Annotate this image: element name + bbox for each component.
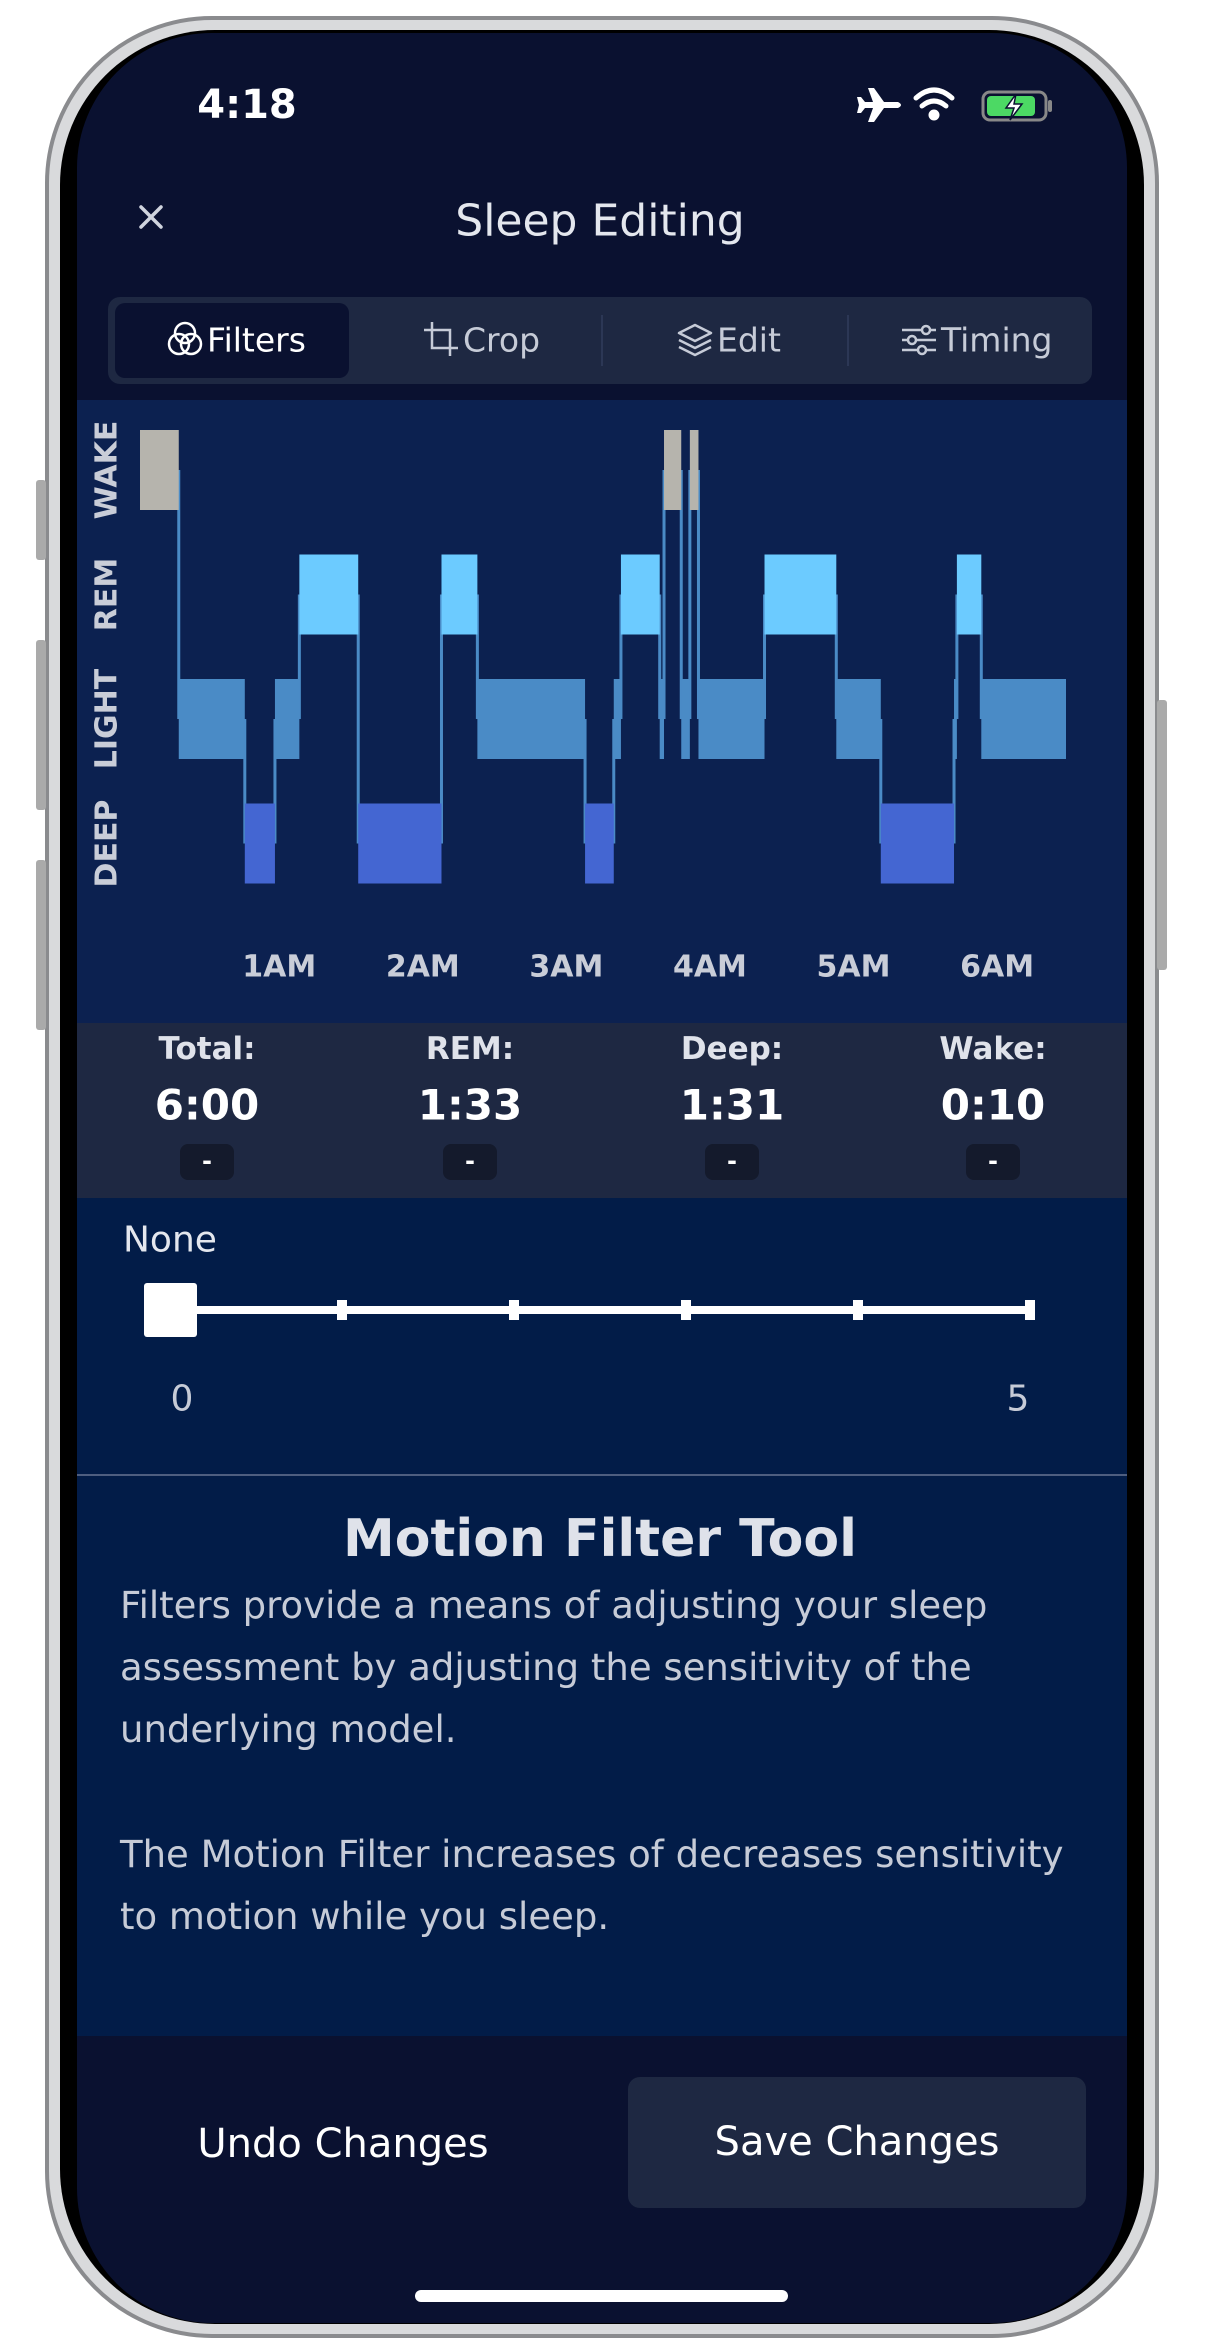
tab[interactable]: Filters	[207, 320, 306, 360]
stage-segment	[956, 554, 982, 635]
battery-icon	[981, 90, 1048, 122]
home-indicator	[415, 2290, 788, 2302]
stat-button[interactable]: -	[727, 1147, 737, 1175]
stat-button[interactable]: -	[465, 1147, 475, 1175]
slider-tick	[1025, 1300, 1035, 1320]
stage-segment	[681, 679, 690, 759]
slider-tick	[853, 1300, 863, 1320]
info-paragraph: Filters provide a means of adjusting you…	[120, 1584, 988, 1751]
slider-min: 0	[170, 1378, 194, 1420]
stage-segment	[954, 679, 957, 759]
stage-segment	[613, 679, 621, 759]
stat-button[interactable]: -	[202, 1147, 212, 1175]
timing-icon	[902, 324, 936, 356]
stage-segment	[659, 679, 665, 759]
stage-label: DEEP	[90, 800, 125, 888]
slider-tick	[509, 1300, 519, 1320]
stage-segment	[698, 679, 765, 759]
chart-bg	[77, 400, 1127, 1023]
battery-tip	[1048, 100, 1052, 112]
stage-segment	[140, 430, 179, 510]
stats-bg	[77, 1023, 1127, 1198]
stage-segment	[477, 679, 586, 759]
stage-segment	[299, 554, 359, 635]
stage-segment	[664, 430, 682, 510]
stat-label: REM:	[425, 1031, 515, 1067]
slider-tick	[681, 1300, 691, 1320]
filters-icon	[167, 321, 203, 356]
tab[interactable]: Crop	[463, 320, 541, 360]
airplane-icon	[857, 88, 901, 122]
x-tick-label: 6AM	[960, 950, 1034, 985]
slider-thumb[interactable]	[144, 1283, 197, 1337]
side-button	[36, 480, 46, 560]
tab-active-bg	[115, 303, 349, 378]
stat-button-bg	[705, 1144, 759, 1180]
x-tick-label: 4AM	[673, 950, 747, 985]
stage-segment	[764, 554, 837, 635]
slider-max: 5	[1006, 1378, 1030, 1420]
stat-button-bg	[443, 1144, 497, 1180]
x-tick-label: 5AM	[817, 950, 891, 985]
stage-segment	[836, 679, 881, 759]
stat-value: 6:00	[154, 1080, 260, 1130]
stage-segment	[441, 554, 478, 635]
stage-segment	[620, 554, 660, 635]
stat-value: 1:33	[417, 1080, 523, 1130]
stage-segment	[981, 679, 1066, 759]
save-button-bg[interactable]	[628, 2077, 1086, 2208]
edit-icon	[677, 323, 713, 357]
screen-title: Sleep Editing	[455, 195, 745, 247]
info-paragraph: The Motion Filter increases of decreases…	[120, 1833, 1064, 1938]
wifi-icon	[913, 87, 955, 121]
tab[interactable]: Edit	[717, 320, 781, 360]
x-tick-label: 1AM	[242, 950, 316, 985]
close-button[interactable]	[139, 205, 163, 229]
stat-button-bg	[966, 1144, 1020, 1180]
stage-segment	[178, 679, 245, 759]
stat-value: 0:10	[940, 1080, 1046, 1130]
stage-segment	[274, 679, 300, 759]
stage-label: WAKE	[90, 421, 125, 520]
stat-button[interactable]: -	[988, 1147, 998, 1175]
side-button	[36, 860, 46, 1030]
stage-segment	[585, 803, 614, 884]
stat-button-bg	[180, 1144, 234, 1180]
stage-label: REM	[90, 558, 125, 631]
info-title: Motion Filter Tool	[343, 1509, 857, 1569]
undo-button[interactable]: Undo Changes	[197, 2121, 489, 2167]
filter-bg	[77, 1198, 1127, 2036]
status-time: 4:18	[197, 82, 297, 128]
tab-bar	[108, 297, 1092, 384]
stat-label: Deep:	[680, 1031, 784, 1067]
slider-tick	[337, 1300, 347, 1320]
crop-icon	[424, 322, 458, 356]
stage-segment	[880, 803, 955, 884]
stage-segment	[358, 803, 442, 884]
tab[interactable]: Timing	[941, 320, 1053, 360]
stage-segment	[689, 430, 699, 510]
side-button	[1157, 700, 1167, 970]
side-button	[36, 640, 46, 810]
stat-label: Total:	[158, 1031, 256, 1067]
x-tick-label: 3AM	[529, 950, 603, 985]
stat-label: Wake:	[939, 1031, 1047, 1067]
stat-value: 1:31	[679, 1080, 785, 1130]
stage-label: LIGHT	[90, 668, 125, 769]
stage-segment	[244, 803, 275, 884]
charging-bolt	[1004, 93, 1024, 121]
x-tick-label: 2AM	[386, 950, 460, 985]
save-button[interactable]: Save Changes	[714, 2119, 1000, 2165]
slider-label: None	[123, 1219, 217, 1261]
